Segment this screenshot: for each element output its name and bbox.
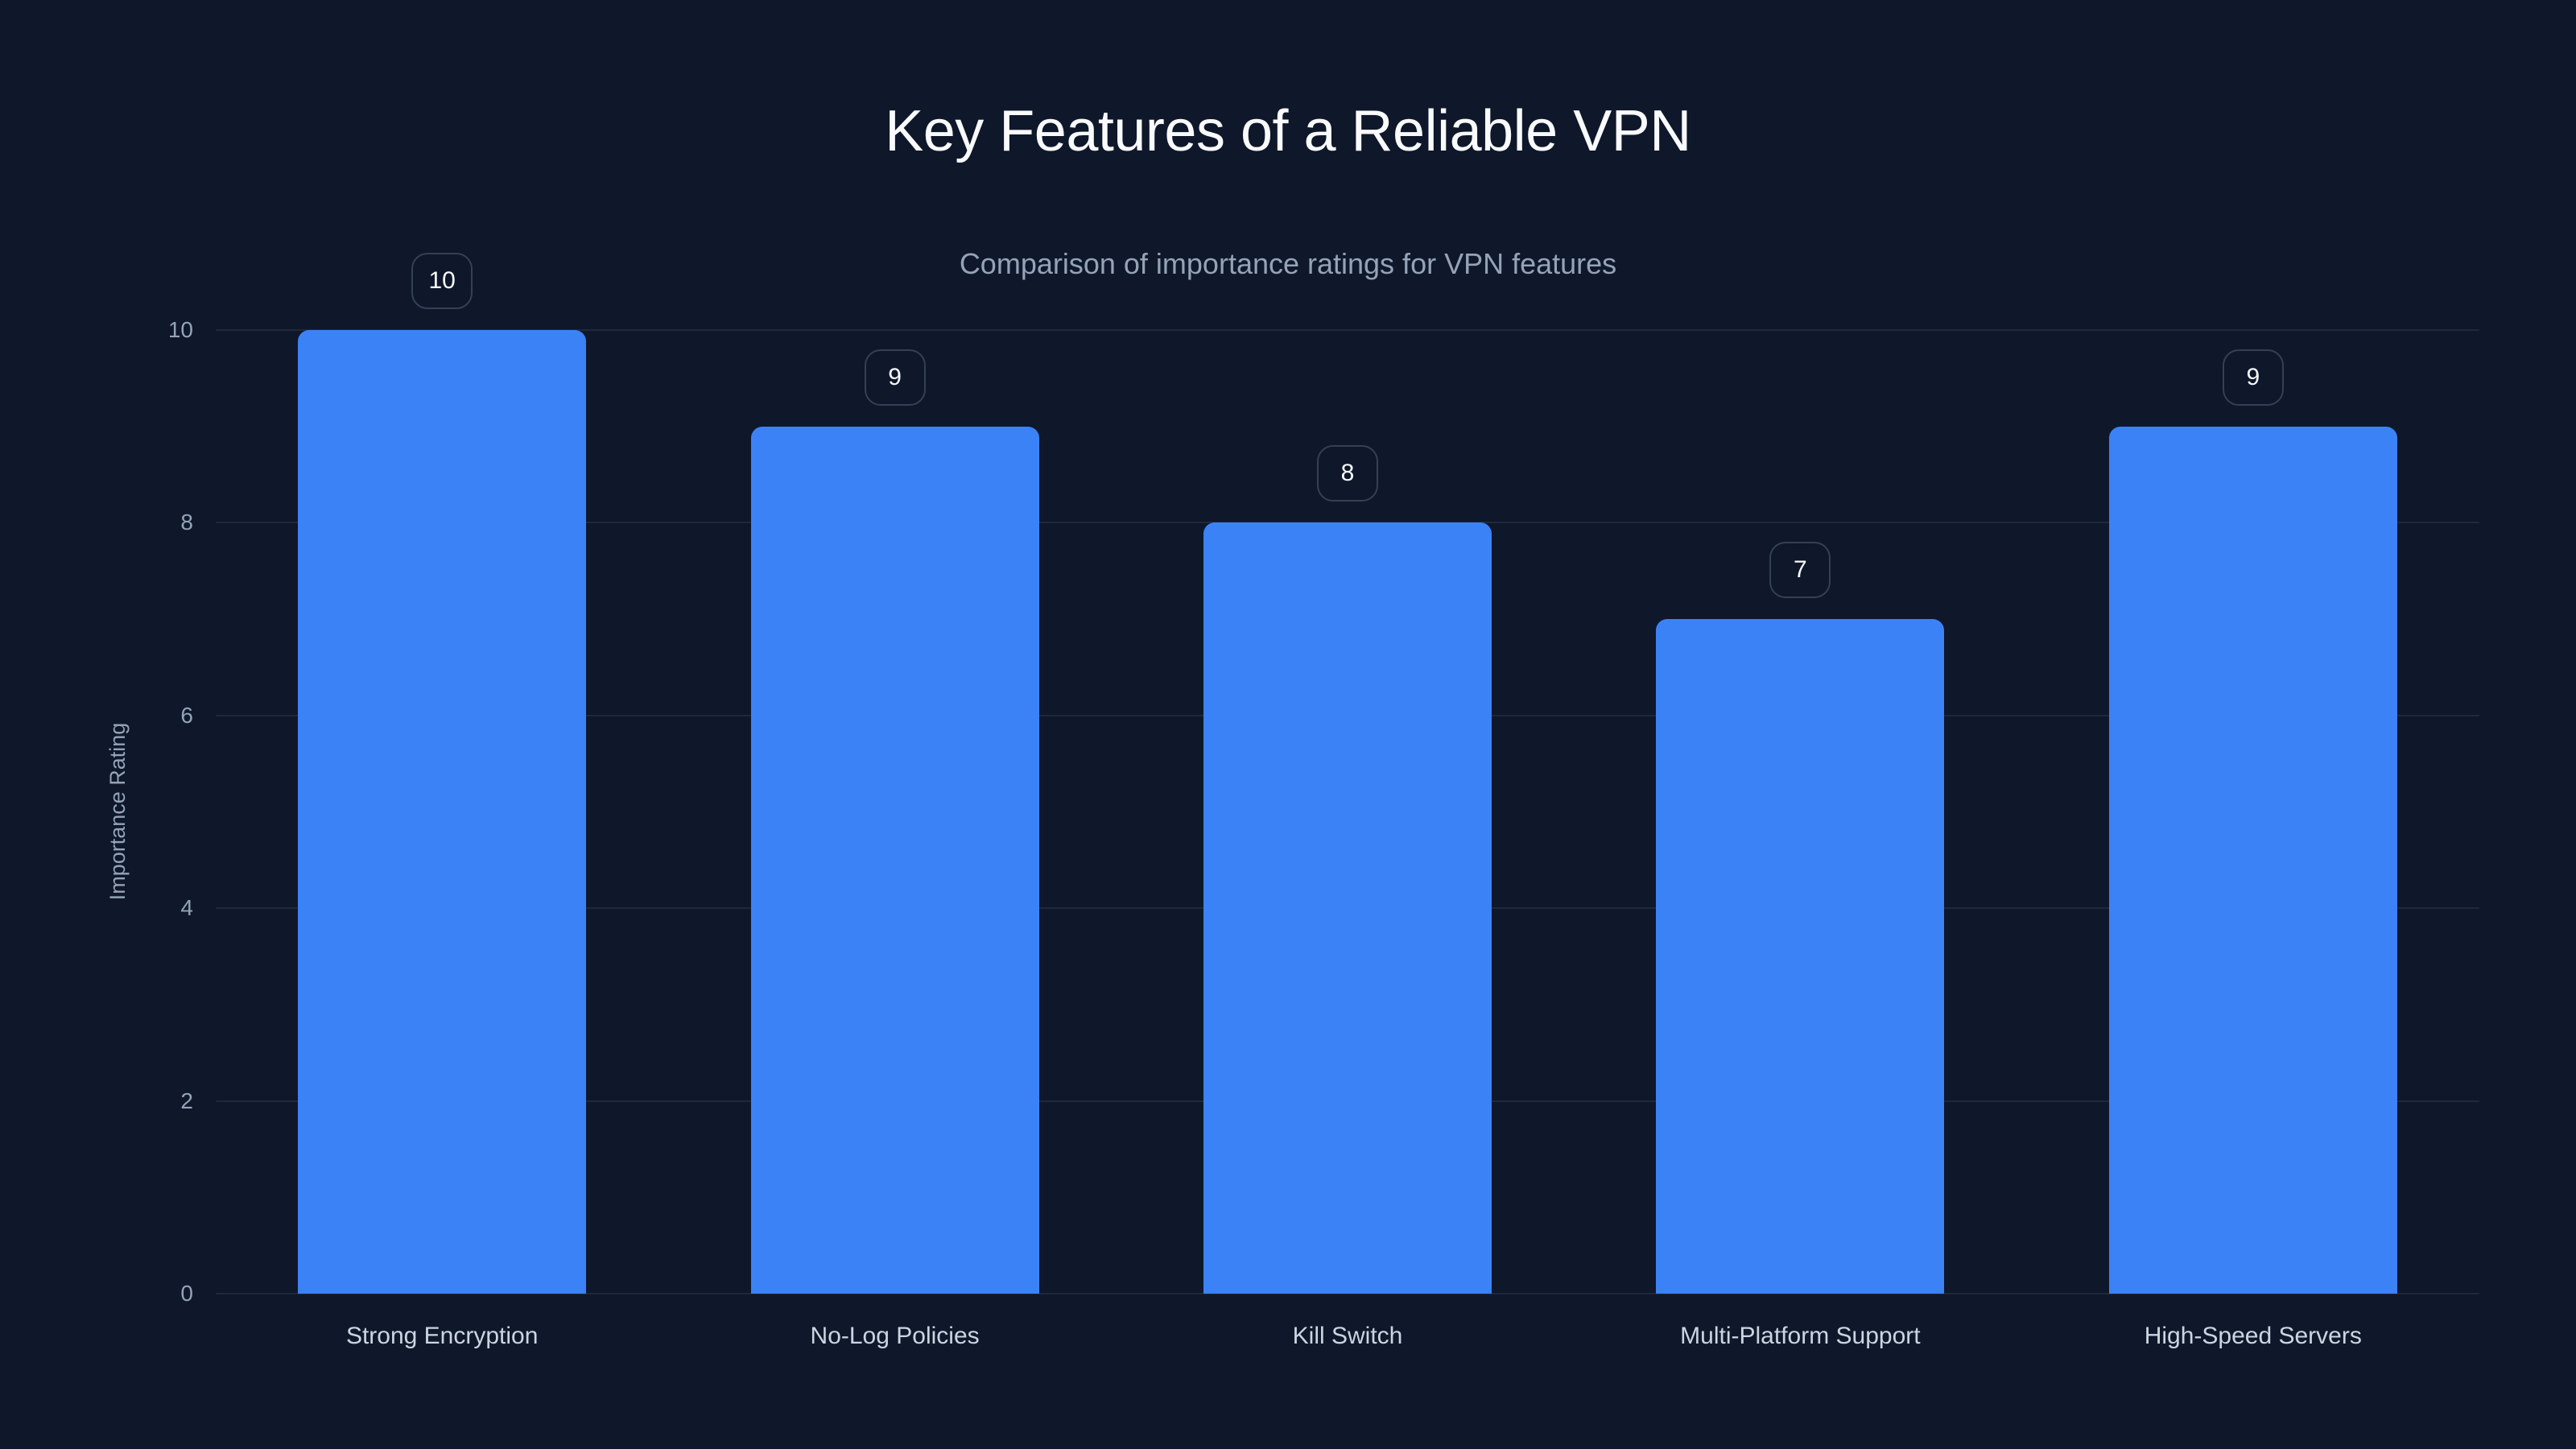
x-tick-label: High-Speed Servers xyxy=(2144,1323,2362,1349)
x-tick-label: Multi-Platform Support xyxy=(1680,1323,1921,1349)
y-axis-label: Importance Rating xyxy=(105,722,130,901)
x-tick-label: Strong Encryption xyxy=(345,1323,539,1349)
value-label-badge: 9 xyxy=(864,349,926,406)
y-tick-label: 8 xyxy=(180,510,193,535)
y-tick-label: 10 xyxy=(167,317,193,342)
gridline xyxy=(216,1293,2479,1294)
bar[interactable] xyxy=(750,426,1039,1294)
y-tick-label: 2 xyxy=(180,1088,193,1113)
x-tick-label: No-Log Policies xyxy=(810,1323,980,1349)
chart-title: Key Features of a Reliable VPN xyxy=(885,99,1691,163)
value-label-badge: 7 xyxy=(1769,542,1831,599)
y-tick-label: 0 xyxy=(180,1281,193,1306)
plot-area xyxy=(216,329,2479,1294)
value-label-badge: 9 xyxy=(2222,349,2284,406)
bar[interactable] xyxy=(298,330,587,1294)
gridline xyxy=(216,329,2479,331)
y-tick-label: 4 xyxy=(180,895,193,921)
value-label-badge: 8 xyxy=(1317,445,1378,502)
bar[interactable] xyxy=(1656,619,1945,1294)
chart-subtitle: Comparison of importance ratings for VPN… xyxy=(959,247,1617,280)
bar[interactable] xyxy=(1203,522,1492,1294)
value-label-badge: 10 xyxy=(411,253,473,309)
x-tick-label: Kill Switch xyxy=(1292,1323,1403,1349)
y-tick-label: 6 xyxy=(180,702,193,728)
bar[interactable] xyxy=(2108,426,2397,1294)
